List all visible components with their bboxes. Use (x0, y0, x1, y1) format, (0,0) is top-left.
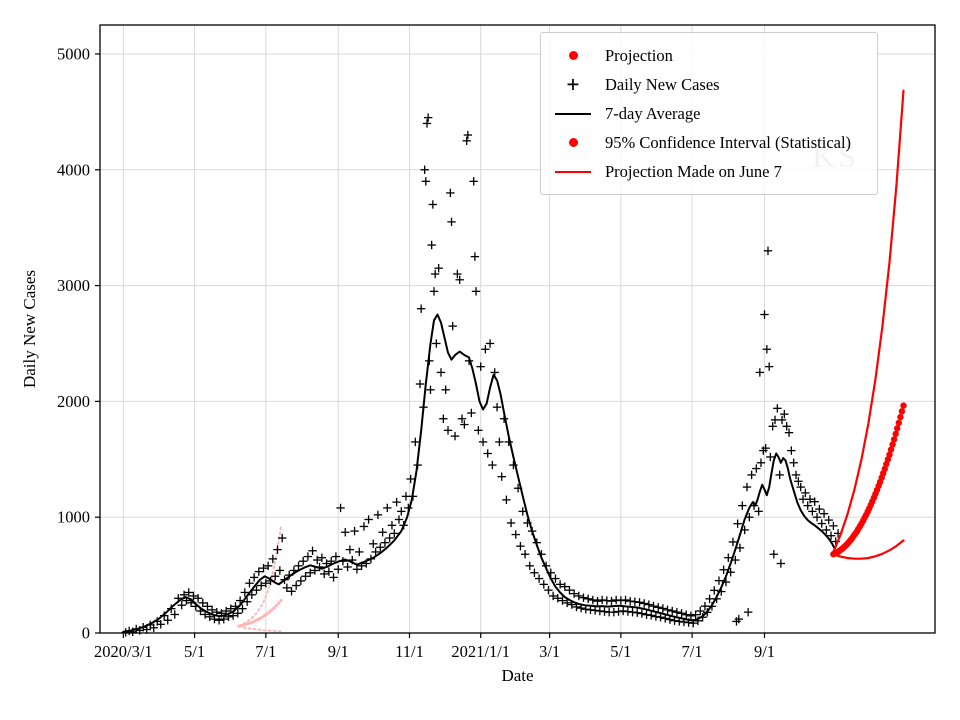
projection-beads (830, 402, 907, 558)
black-plus-marker-icon: + (566, 72, 580, 96)
y-axis-label: Daily New Cases (20, 269, 39, 389)
legend: Projection + Daily New Cases 7-day Average 9… (540, 32, 879, 195)
legend-label: 7-day Average (605, 103, 701, 123)
y-tick-label: 0 (82, 624, 90, 643)
black-line-marker-icon (551, 112, 595, 115)
legend-item-seven-day-average: 7-day Average (551, 99, 851, 128)
x-tick-label: 9/1 (754, 642, 775, 661)
june7-median-dots (237, 599, 283, 628)
axis-ticks: 2020/3/1 5/1 7/1 9/1 11/1 2021/1/1 3/1 5/1 7/1 9/… (57, 44, 775, 661)
legend-label: Daily New Cases (605, 74, 720, 94)
y-tick-label: 4000 (57, 160, 90, 179)
plot-frame (99, 24, 936, 634)
red-line-marker-icon (551, 170, 595, 173)
june7-lower-line (238, 625, 282, 633)
x-tick-label: 2020/3/1 (94, 642, 153, 661)
red-dot-marker-icon (551, 138, 595, 147)
legend-item-confidence-interval: 95% Confidence Interval (Statistical) (551, 128, 851, 157)
x-tick-label: 2021/1/1 (451, 642, 510, 661)
legend-label: Projection (605, 45, 673, 65)
x-tick-label: 7/1 (255, 642, 276, 661)
legend-label: 95% Confidence Interval (Statistical) (605, 132, 852, 152)
ci-lower-line (832, 539, 905, 560)
red-dot-marker-icon (551, 51, 595, 60)
ci-upper-line (832, 89, 905, 554)
x-tick-label: 7/1 (682, 642, 703, 661)
june7-projection (238, 525, 282, 633)
legend-item-daily-new-cases: + Daily New Cases (551, 70, 851, 99)
seven-day-average-line (122, 313, 836, 633)
y-tick-label: 3000 (57, 276, 90, 295)
x-tick-label: 5/1 (184, 642, 205, 661)
june7-upper-line (238, 525, 282, 627)
x-axis-label: Date (501, 666, 534, 685)
legend-item-projection-june7: Projection Made on June 7 (551, 157, 851, 186)
x-tick-label: 9/1 (328, 642, 349, 661)
x-tick-label: 3/1 (539, 642, 560, 661)
y-tick-label: 5000 (57, 44, 90, 63)
y-tick-label: 1000 (57, 508, 90, 527)
x-tick-label: 5/1 (610, 642, 631, 661)
legend-label: Projection Made on June 7 (605, 161, 782, 181)
y-tick-label: 2000 (57, 392, 90, 411)
legend-item-projection: Projection (551, 41, 851, 70)
x-tick-label: 11/1 (395, 642, 424, 661)
